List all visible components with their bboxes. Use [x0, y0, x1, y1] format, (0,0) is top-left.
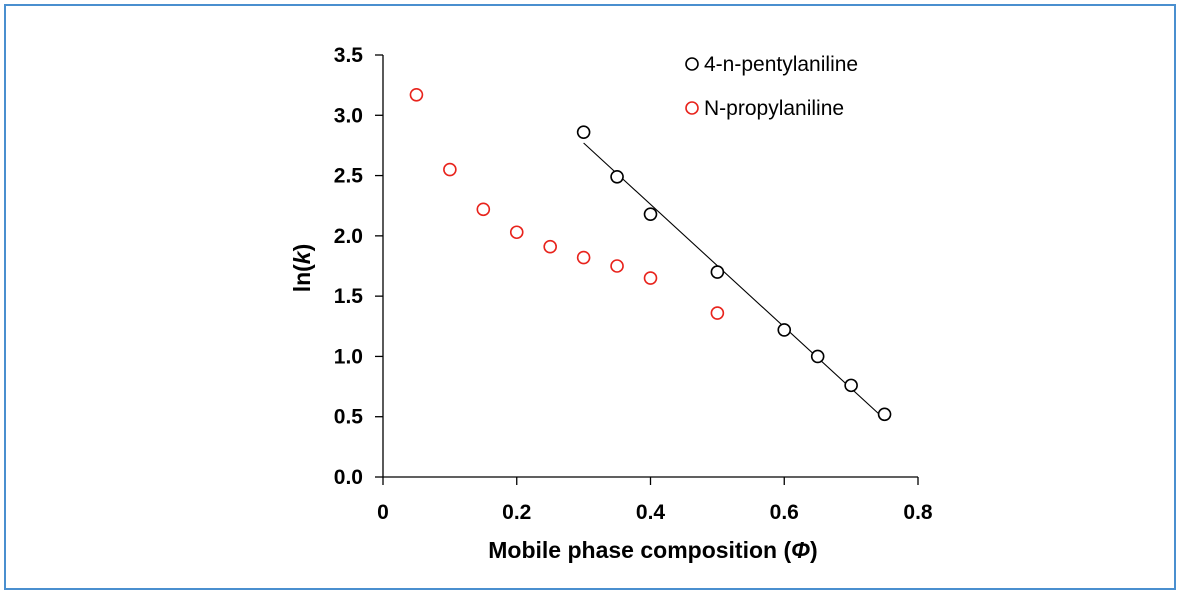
y-tick-label: 2.5 [334, 165, 364, 188]
y-axis-title-symbol: k [289, 250, 315, 264]
point-n-propylaniline [509, 225, 524, 240]
point-4-n-pentylaniline [810, 349, 825, 364]
point-4-n-pentylaniline [576, 125, 591, 139]
x-tick-label: 0.6 [770, 501, 799, 524]
point-n-propylaniline [409, 87, 424, 102]
legend: 4-n-pentylaniline N-propylaniline [685, 53, 858, 120]
legend-marker [685, 57, 699, 71]
x-tick-label: 0.4 [636, 501, 666, 524]
y-axis-title-main: ln( [289, 264, 315, 292]
point-n-propylaniline [576, 250, 591, 265]
y-tick-label: 3.0 [334, 104, 363, 127]
chart-frame: 0.0 0.5 1.0 1.5 2.0 2.5 3.0 3.5 0 0.2 0.4 0.6 0.8 4-… [4, 4, 1176, 590]
legend-marker [685, 101, 699, 115]
y-tick-label: 3.5 [334, 44, 364, 67]
point-4-n-pentylaniline [643, 207, 658, 221]
point-n-propylaniline [643, 271, 658, 285]
point-n-propylaniline [710, 306, 725, 320]
point-n-propylaniline [476, 202, 491, 217]
point-4-n-pentylaniline [777, 323, 792, 337]
legend-label: 4-n-pentylaniline [704, 53, 858, 76]
data-points [409, 87, 892, 422]
point-n-propylaniline [543, 239, 557, 254]
x-axis-title-main: Mobile phase composition ( [488, 537, 791, 563]
tick-labels: 0.0 0.5 1.0 1.5 2.0 2.5 3.0 3.5 0 0.2 0.4 0.6 0.8 [334, 44, 933, 524]
x-tick-label: 0.2 [502, 501, 531, 524]
axes [375, 54, 919, 485]
x-axis-title-symbol: Φ [791, 537, 810, 563]
trendlines [583, 142, 885, 420]
y-tick-label: 0.5 [334, 406, 364, 429]
y-tick-label: 1.0 [334, 345, 363, 368]
x-tick-label: 0.8 [903, 501, 933, 524]
point-4-n-pentylaniline [710, 265, 725, 279]
y-axis-title-close: ) [289, 244, 315, 252]
point-4-n-pentylaniline [877, 407, 892, 422]
x-axis-title: Mobile phase composition (Φ) [488, 537, 817, 563]
x-axis-title-close: ) [810, 537, 818, 563]
y-tick-label: 2.0 [334, 225, 363, 248]
scatter-chart: 0.0 0.5 1.0 1.5 2.0 2.5 3.0 3.5 0 0.2 0.4 0.6 0.8 4-… [289, 44, 933, 563]
x-tick-label: 0 [377, 501, 389, 524]
trendline-4-n-pentylaniline [583, 142, 885, 420]
y-tick-label: 0.0 [334, 466, 363, 489]
point-4-n-pentylaniline [610, 169, 624, 184]
point-n-propylaniline [610, 259, 624, 273]
y-tick-label: 1.5 [334, 285, 364, 308]
legend-label: N-propylaniline [704, 97, 844, 120]
point-n-propylaniline [443, 162, 457, 177]
point-4-n-pentylaniline [844, 378, 858, 393]
y-axis-title: ln(k) [289, 244, 315, 293]
